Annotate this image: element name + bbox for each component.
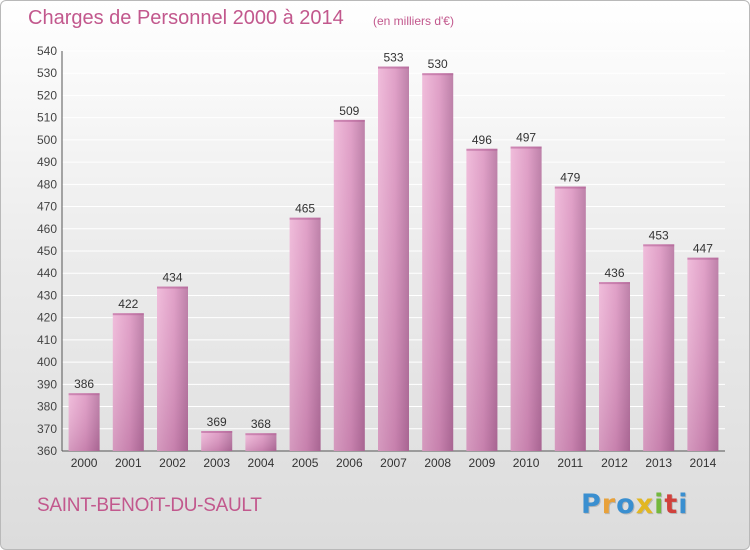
y-tick-label: 420 [37,311,57,325]
data-label: 479 [560,171,580,185]
y-tick-label: 440 [37,266,57,280]
logo-letter: o [616,489,636,520]
x-tick-label: 2007 [380,456,407,470]
bars [68,66,719,452]
logo-letter: x [635,489,655,520]
logo-letter: i [678,489,689,520]
bar-shade [599,282,630,451]
city-name: SAINT-BENOîT-DU-SAULT [37,495,262,516]
data-label: 497 [516,131,536,145]
y-tick-label: 520 [37,88,57,102]
data-label: 530 [428,57,448,71]
y-tick-label: 430 [37,288,57,302]
data-label: 436 [604,266,624,280]
data-label: 496 [472,133,492,147]
data-labels: 386 422 434 369 368 465 509 533 530 496 497 479 436 4… [74,51,713,432]
data-label: 368 [251,417,271,431]
bar-shade [466,148,498,451]
y-tick-label: 390 [37,377,57,391]
x-tick-label: 2000 [71,456,98,470]
chart-subtitle: (en milliers d'€) [373,14,454,28]
bar-top-edge [422,73,454,76]
logo-letter: P [581,489,602,520]
x-tick-label: 2002 [159,456,186,470]
x-tick-labels: 2000 2001 2002 2003 2004 2005 2006 2007 2008 2009… [71,456,717,470]
bar-top-edge [112,313,144,316]
bar-top-edge [466,148,498,151]
y-tick-label: 480 [37,177,57,191]
bar-top-edge [599,282,630,285]
bar-shade [510,146,542,452]
bar-top-edge [68,393,100,396]
data-label: 509 [339,104,359,118]
y-tick-label: 540 [37,44,57,58]
x-tick-label: 2008 [424,456,451,470]
y-tick-label: 460 [37,222,57,236]
data-label: 533 [383,51,403,65]
bar-top-edge [510,146,542,149]
y-tick-labels: 360 370 380 390 400 410 420 430 440 450 460 470 480 4… [37,44,57,458]
y-tick-label: 530 [37,66,57,80]
x-tick-label: 2013 [645,456,672,470]
y-tick-label: 410 [37,333,57,347]
bar-shade [112,313,144,451]
bar-top-edge [289,217,321,220]
data-label: 369 [207,415,227,429]
y-tick-label: 510 [37,111,57,125]
y-tick-label: 490 [37,155,57,169]
logo-letter: r [601,489,617,520]
data-label: 447 [693,242,713,256]
bar-shade [422,73,454,451]
bar-top-edge [554,186,586,189]
bar-shade [554,186,586,452]
data-label: 453 [649,228,669,242]
bar-shade [201,431,233,451]
data-label: 386 [74,377,94,391]
x-tick-label: 2004 [248,456,275,470]
y-tick-label: 370 [37,422,57,436]
x-tick-label: 2014 [690,456,717,470]
bar-top-edge [333,119,365,122]
y-tick-label: 400 [37,355,57,369]
bar-shade [687,257,719,451]
x-tick-label: 2005 [292,456,319,470]
y-tick-label: 450 [37,244,57,258]
bar-top-edge [378,66,409,69]
chart-title: Charges de Personnel 2000 à 2014 [28,7,344,29]
bar-shade [289,217,321,451]
y-tick-label: 470 [37,200,57,214]
x-tick-label: 2012 [601,456,628,470]
bar-top-edge [157,286,188,289]
x-tick-label: 2009 [469,456,496,470]
bar-shade [245,433,277,451]
bar-shade [333,119,365,451]
x-tick-label: 2010 [513,456,540,470]
bar-top-edge [687,257,719,260]
bar-shade [68,393,100,451]
bar-shade [378,66,409,452]
y-tick-label: 380 [37,400,57,414]
x-tick-label: 2011 [557,456,583,470]
data-label: 434 [162,271,182,285]
bar-top-edge [201,431,233,433]
bar-top-edge [245,433,277,436]
bar-top-edge [643,244,675,247]
x-tick-label: 2006 [336,456,363,470]
bar-shade [157,286,188,451]
x-tick-label: 2003 [203,456,230,470]
logo-letter: t [664,489,679,520]
data-label: 465 [295,202,315,216]
data-label: 422 [118,297,138,311]
logo-letter: i [654,489,665,520]
y-tick-label: 500 [37,133,57,147]
bar-shade [643,244,675,451]
y-tick-label: 360 [37,444,57,458]
x-tick-label: 2001 [115,456,142,470]
proxiti-logo[interactable]: Proxiti [581,489,689,520]
